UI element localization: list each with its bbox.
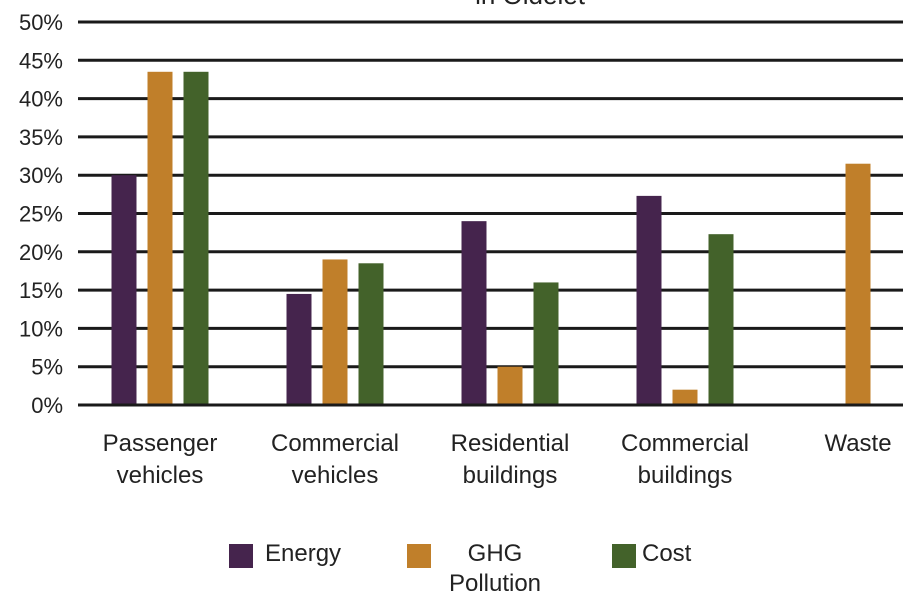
y-tick-label: 0%	[31, 393, 63, 418]
category-label: Waste	[824, 430, 891, 457]
category-label: buildings	[463, 462, 558, 489]
legend-label-ghg-line2: Pollution	[448, 570, 542, 597]
legend-swatch-energy	[229, 544, 253, 568]
legend-item-energy: Energy	[229, 539, 341, 569]
bar-ghg-pollution	[497, 366, 523, 405]
y-tick-label: 45%	[19, 48, 63, 73]
legend-item-ghg-pollution: GHG Pollution	[407, 539, 555, 599]
gridlines	[78, 20, 903, 407]
chart-title: in Oldelet	[475, 0, 586, 10]
legend-swatch-ghg	[407, 544, 431, 568]
bar-energy	[636, 195, 662, 405]
x-axis-categories: Passenger vehicles Commercial vehicles Resid…	[103, 430, 892, 489]
legend-label-cost: Cost	[642, 540, 692, 567]
category-label: buildings	[638, 462, 733, 489]
chart: in Oldelet 0% 5% 10% 15% 20% 25% 30% 35% 40% 45% 5…	[19, 0, 903, 489]
legend-label-ghg: GHG Pollution	[435, 539, 555, 599]
legend-swatch-cost	[612, 544, 636, 568]
legend-label-ghg-line1: GHG	[467, 540, 523, 567]
y-tick-label: 35%	[19, 125, 63, 150]
category-label: vehicles	[117, 462, 204, 489]
bar-ghg-pollution	[322, 259, 348, 405]
legend-label-energy: Energy	[265, 540, 342, 567]
category-label: Commercial	[271, 430, 399, 457]
y-tick-label: 20%	[19, 240, 63, 265]
y-tick-label: 5%	[31, 355, 63, 380]
bar-cost	[533, 282, 559, 405]
legend-item-cost: Cost	[612, 539, 691, 569]
category-label: Residential	[451, 430, 570, 457]
bars	[78, 71, 903, 407]
bar-cost	[183, 71, 209, 405]
y-tick-label: 25%	[19, 202, 63, 227]
y-tick-label: 40%	[19, 87, 63, 112]
bar-energy	[461, 221, 487, 405]
y-tick-label: 15%	[19, 278, 63, 303]
bar-ghg-pollution	[147, 71, 173, 405]
y-tick-label: 30%	[19, 163, 63, 188]
y-axis-ticks: 0% 5% 10% 15% 20% 25% 30% 35% 40% 45% 50%	[19, 10, 63, 418]
bar-cost	[358, 263, 384, 405]
legend: Energy GHG Pollution Cost	[0, 537, 903, 597]
bar-ghg-pollution	[845, 163, 871, 405]
y-tick-label: 10%	[19, 316, 63, 341]
category-label: Commercial	[621, 430, 749, 457]
bar-energy	[111, 175, 137, 405]
bar-cost	[708, 234, 734, 405]
bar-ghg-pollution	[672, 389, 698, 405]
bar-energy	[286, 293, 312, 405]
category-label: Passenger	[103, 430, 218, 457]
category-label: vehicles	[292, 462, 379, 489]
y-tick-label: 50%	[19, 10, 63, 35]
